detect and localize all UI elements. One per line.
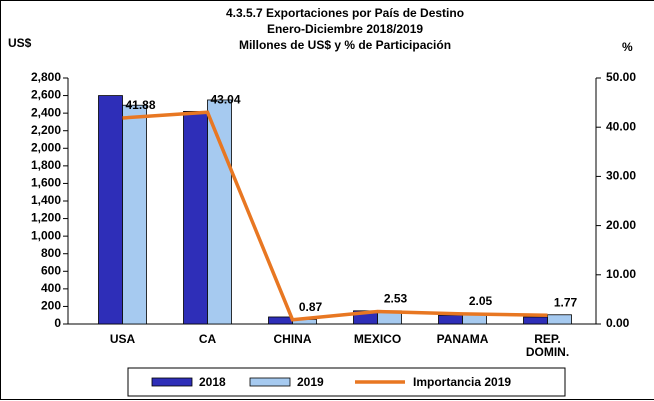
y-axis-label: US$ — [8, 36, 32, 50]
legend-swatch — [151, 377, 193, 387]
bar — [183, 110, 208, 325]
x-tick-label: USA — [109, 332, 136, 346]
y2-tick-label: 10.00 — [606, 267, 636, 281]
y-tick-label: 2,400 — [31, 105, 61, 119]
y-tick-label: 800 — [41, 246, 61, 260]
data-label: 43.04 — [210, 92, 240, 106]
bar — [438, 314, 463, 325]
bar — [268, 316, 293, 325]
y-tick-label: 400 — [41, 281, 61, 295]
x-tick-label: CA — [198, 332, 217, 346]
data-label: 41.88 — [125, 98, 155, 112]
line — [122, 110, 548, 322]
y2-tick-label: 30.00 — [606, 169, 636, 183]
y-tick-label: 2,200 — [31, 123, 61, 137]
bar — [98, 95, 123, 325]
bar — [547, 314, 572, 325]
legend-label: 2018 — [199, 375, 226, 389]
legend-swatch — [249, 377, 291, 387]
y2-tick-label: 20.00 — [606, 218, 636, 232]
y-tick-label: 600 — [41, 263, 61, 277]
legend-label: Importancia 2019 — [413, 375, 511, 389]
y-tick-label: 1,200 — [31, 211, 61, 225]
y-tick-label: 1,000 — [31, 228, 61, 242]
legend — [127, 367, 566, 397]
y-tick-label: 2,000 — [31, 140, 61, 154]
y-tick-label: 2,800 — [31, 70, 61, 84]
x-tick-label: REP. DOMIN. — [525, 332, 570, 359]
data-label: 2.53 — [384, 292, 408, 306]
bar — [122, 104, 147, 325]
y2-tick-label: 40.00 — [606, 119, 636, 133]
data-label: 2.05 — [469, 294, 493, 308]
y2-tick-label: 50.00 — [606, 70, 636, 84]
y-tick-label: 1,400 — [31, 193, 61, 207]
x-tick-label: CHINA — [273, 332, 312, 346]
chart-subtitle: Enero-Diciembre 2018/2019 — [267, 22, 423, 36]
chart-title: 4.3.5.7 Exportaciones por País de Destin… — [226, 6, 464, 20]
bar — [207, 99, 232, 325]
x-tick-label: PANAMA — [436, 332, 489, 346]
data-label: 0.87 — [299, 300, 323, 314]
bar — [523, 316, 548, 325]
y2-axis-label: % — [622, 40, 633, 54]
data-label: 1.77 — [554, 295, 578, 309]
y-tick-label: 1,800 — [31, 158, 61, 172]
y-tick-label: 200 — [41, 299, 61, 313]
y-tick-label: 1,600 — [31, 176, 61, 190]
x-tick-label: MEXICO — [353, 332, 402, 346]
chart-subtitle: Millones de US$ y % de Participación — [239, 38, 451, 52]
legend-label: 2019 — [297, 375, 324, 389]
y-tick-label: 2,600 — [31, 88, 61, 102]
y-tick-label: 0 — [54, 316, 61, 330]
y2-tick-label: 0.00 — [606, 316, 630, 330]
